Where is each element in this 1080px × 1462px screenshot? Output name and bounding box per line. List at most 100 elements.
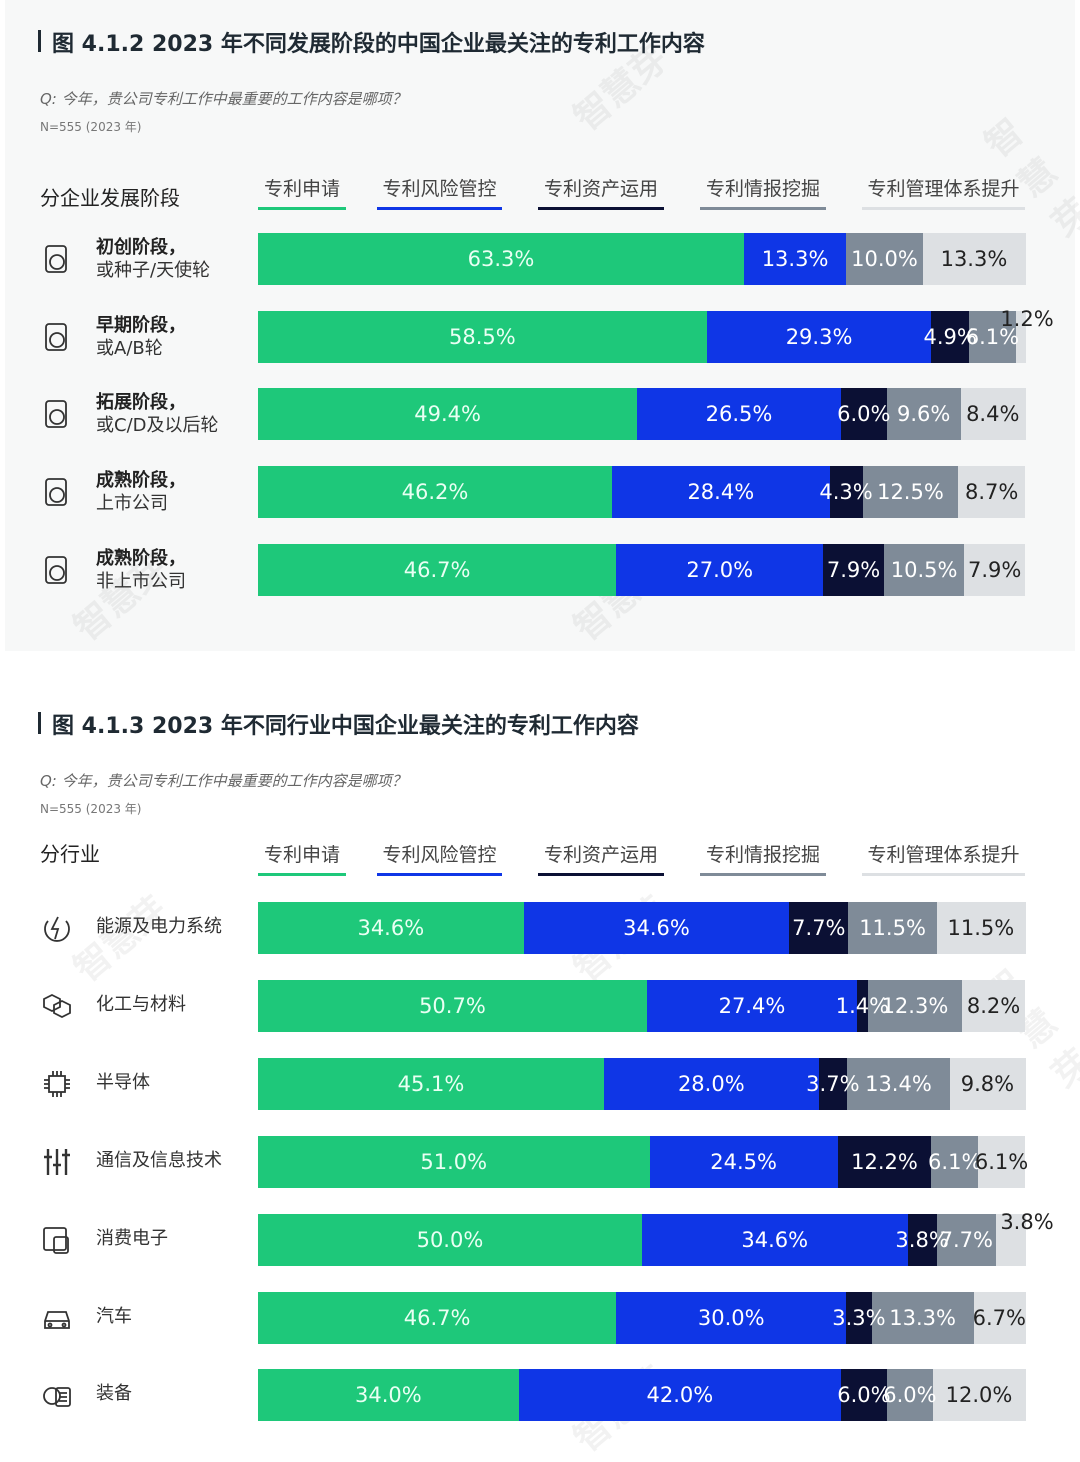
bar-segment [646,979,858,1032]
data-label: 1.2% [1000,306,1054,331]
stacked-bar [258,1057,1026,1110]
bar-segment [258,1291,617,1344]
bar-segment [258,1057,604,1110]
sample-size: N=555 (2023 年) [40,120,142,134]
bar-segment [936,902,1026,954]
data-label: 34.0% [355,1383,422,1408]
bar-segment [840,1369,888,1422]
data-label: 45.1% [397,1071,465,1096]
expansion-icon [40,397,74,431]
data-label: 10.5% [890,557,958,582]
stacked-bar [258,233,1026,285]
bar-segment [258,310,707,363]
bar-segment [258,979,647,1032]
data-label: 3.8% [1000,1209,1054,1234]
data-label: 34.6% [357,916,425,940]
category-label: 通信及信息技术 [96,1149,222,1171]
bar-segment [1015,310,1026,363]
data-label: 4.3% [819,480,873,505]
category-sub: 非上市公司 [96,570,186,592]
data-label: 50.7% [419,993,486,1018]
category-label: 化工与材料 [96,993,186,1015]
data-label: 26.5% [705,402,773,427]
data-label: 1.4% [835,993,890,1018]
data-label: 7.7% [939,1227,993,1252]
category-name: 拓展阶段， [96,392,186,414]
bar-segment [973,1291,1026,1344]
data-label: 49.4% [414,402,481,427]
data-label: 34.6% [623,916,690,940]
bar-segment [995,1213,1026,1266]
data-label: 63.3% [467,247,535,271]
category-label: 初创阶段， 或种子/天使轮 [96,236,210,282]
bar-segment [258,1135,650,1188]
equipment-icon [40,1378,74,1412]
legend-item: 专利资产运用 [538,840,664,876]
data-label: 50.0% [416,1227,484,1252]
category-label: 成熟阶段， 上市公司 [96,469,186,515]
bar-segment [837,1135,932,1188]
legend-item: 专利申请 [258,174,346,210]
bar-segment [258,1369,519,1422]
bar-segment [743,233,847,285]
data-label: 6.7% [972,1305,1026,1330]
bar-segment [978,1135,1026,1188]
data-label: 46.7% [403,557,471,582]
bar-segment [936,1213,997,1266]
sample-size: N=555 (2023 年) [40,802,142,816]
data-label: 7.9% [968,557,1022,582]
bar-segment [962,979,1026,1032]
data-label: 13.4% [865,1071,932,1096]
chemical-icon [40,989,74,1023]
stacked-bar [258,466,1026,519]
watermark: 智慧芽 [977,111,1080,246]
energy-icon [40,911,74,945]
bar-segment [969,310,1016,363]
data-label: 8.4% [966,402,1020,427]
bar-segment [907,1213,938,1266]
survey-question: Q: 今年，贵公司专利工作中最重要的工作内容是哪项？ [40,772,407,790]
bar-segment [886,388,961,441]
bar-segment [847,1057,951,1110]
bar-segment [612,466,830,519]
data-label: 11.5% [947,916,1015,940]
data-label: 42.0% [646,1383,714,1408]
category-sub: 或C/D及以后轮 [96,415,219,437]
bar-segment [931,1135,979,1188]
bar-segment [258,233,744,285]
data-label: 30.0% [697,1305,765,1330]
bar-segment [840,388,888,441]
data-label: 6.0% [837,402,891,427]
stacked-bar [258,902,1026,954]
bar-segment [862,466,959,519]
stacked-bar [258,388,1026,441]
bar-segment [258,543,617,596]
bar-segment [829,466,863,519]
data-label: 6.0% [883,1383,937,1408]
data-label: 9.6% [896,402,951,427]
bar-segment [932,1369,1026,1422]
chart-title: 图 4.1.2 2023 年不同发展阶段的中国企业最关注的专利工作内容 [38,26,705,58]
legend-item: 专利风险管控 [377,174,502,210]
category-label: 汽车 [96,1305,132,1327]
bar-segment [616,543,825,596]
data-label: 12.5% [877,480,944,505]
data-label: 9.8% [960,1071,1015,1096]
stacked-bar [258,1135,1026,1188]
data-label: 58.5% [448,324,516,349]
bar-segment [523,902,790,954]
category-label: 装备 [96,1383,132,1405]
bar-segment [886,1369,934,1422]
bar-segment [964,543,1026,596]
data-label: 8.2% [966,993,1021,1018]
bar-segment [649,1135,839,1188]
data-label: 28.4% [687,480,755,505]
bar-segment [518,1369,842,1422]
bar-segment [960,388,1026,441]
bar-segment [871,1291,975,1344]
data-label: 7.7% [792,916,846,940]
early-stage-icon [40,320,74,354]
category-sub: 或种子/天使轮 [96,260,211,281]
data-label: 6.0% [837,1383,891,1408]
legend-item: 专利管理体系提升 [862,840,1025,876]
